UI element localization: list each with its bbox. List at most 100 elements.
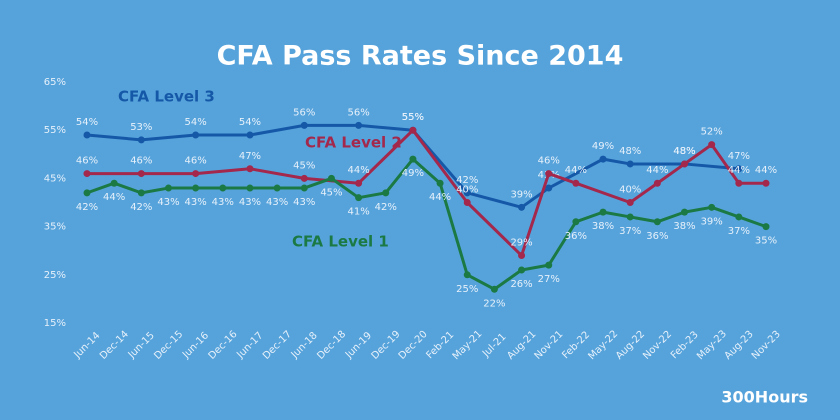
point: [164, 184, 172, 192]
point: [192, 170, 200, 178]
point: [137, 136, 145, 144]
point: [355, 179, 363, 187]
value-label: 39%: [701, 216, 723, 227]
value-label: 39%: [510, 189, 532, 200]
value-label: 47%: [728, 151, 750, 162]
point: [735, 179, 743, 187]
point: [463, 189, 471, 197]
point: [762, 223, 770, 231]
value-label: 43%: [185, 197, 207, 208]
value-label: 46%: [185, 156, 207, 167]
value-label: 48%: [673, 146, 695, 157]
value-label: 46%: [76, 156, 98, 167]
point: [83, 189, 91, 197]
value-label: 54%: [76, 117, 98, 128]
value-label: 48%: [619, 146, 641, 157]
point: [681, 160, 689, 168]
chart-title: CFA Pass Rates Since 2014: [217, 41, 624, 72]
value-label: 55%: [402, 112, 424, 123]
value-label: 42%: [76, 202, 98, 213]
value-label: 49%: [402, 168, 424, 179]
value-label: 47%: [239, 151, 261, 162]
point: [626, 213, 634, 221]
point: [735, 213, 743, 221]
point: [246, 184, 254, 192]
value-label: 56%: [347, 107, 369, 118]
point: [300, 121, 308, 129]
point: [708, 203, 716, 211]
value-label: 25%: [456, 284, 478, 295]
value-label: 53%: [130, 122, 152, 133]
point: [599, 155, 607, 163]
point: [409, 126, 417, 134]
value-label: 42%: [130, 202, 152, 213]
value-label: 44%: [646, 165, 668, 176]
value-label: 43%: [212, 197, 234, 208]
point: [681, 208, 689, 216]
point: [192, 184, 200, 192]
point: [355, 194, 363, 202]
value-label: 41%: [347, 207, 369, 218]
value-label: 40%: [456, 185, 478, 196]
point: [382, 189, 390, 197]
point: [545, 170, 553, 178]
value-label: 45%: [320, 187, 342, 198]
point: [626, 160, 634, 168]
point: [653, 179, 661, 187]
point: [246, 165, 254, 173]
point: [83, 170, 91, 178]
point: [246, 131, 254, 139]
value-label: 54%: [239, 117, 261, 128]
value-label: 40%: [619, 185, 641, 196]
value-label: 56%: [293, 107, 315, 118]
point: [137, 170, 145, 178]
point: [110, 179, 118, 187]
point: [599, 208, 607, 216]
value-label: 36%: [646, 231, 668, 242]
point: [192, 131, 200, 139]
y-tick-label: 35%: [44, 222, 66, 233]
point: [545, 261, 553, 269]
value-label: 27%: [538, 274, 560, 285]
value-label: 55%: [402, 112, 424, 123]
legend-label: CFA Level 3: [118, 88, 215, 106]
value-label: 35%: [755, 236, 777, 247]
point: [463, 199, 471, 206]
value-label: 45%: [293, 160, 315, 171]
point: [490, 285, 498, 293]
point: [762, 179, 770, 187]
value-label: 44%: [103, 192, 125, 203]
legend-label: CFA Level 2: [305, 134, 402, 152]
point: [273, 184, 281, 192]
y-tick-label: 45%: [44, 173, 66, 184]
point: [572, 179, 580, 187]
point: [137, 189, 145, 197]
value-label: 29%: [510, 238, 532, 249]
point: [300, 174, 308, 182]
point: [409, 155, 417, 163]
point: [653, 218, 661, 226]
value-label: 44%: [728, 165, 750, 176]
value-label: 36%: [565, 231, 587, 242]
value-label: 48%: [673, 146, 695, 157]
value-label: 42%: [375, 202, 397, 213]
point: [708, 141, 716, 149]
y-tick-label: 55%: [44, 125, 66, 136]
point: [300, 184, 308, 192]
point: [219, 184, 227, 192]
point: [735, 165, 743, 173]
point: [545, 184, 553, 192]
point: [518, 203, 526, 211]
y-tick-label: 15%: [44, 318, 66, 329]
value-label: 37%: [619, 226, 641, 237]
value-label: 44%: [429, 192, 451, 203]
value-label: 44%: [565, 165, 587, 176]
value-label: 22%: [483, 298, 505, 309]
value-label: 54%: [185, 117, 207, 128]
point: [83, 131, 91, 139]
point: [355, 121, 363, 129]
value-label: 43%: [293, 197, 315, 208]
series-line: [86, 123, 739, 209]
value-label: 52%: [701, 127, 723, 138]
point: [572, 218, 580, 226]
